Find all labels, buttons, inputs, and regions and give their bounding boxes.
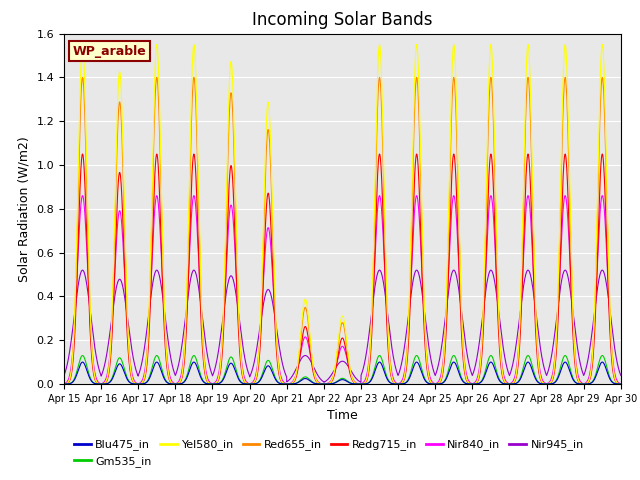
Title: Incoming Solar Bands: Incoming Solar Bands — [252, 11, 433, 29]
X-axis label: Time: Time — [327, 409, 358, 422]
Legend: Blu475_in, Gm535_in, Yel580_in, Red655_in, Redg715_in, Nir840_in, Nir945_in: Blu475_in, Gm535_in, Yel580_in, Red655_i… — [70, 435, 588, 471]
Text: WP_arable: WP_arable — [72, 45, 146, 58]
Y-axis label: Solar Radiation (W/m2): Solar Radiation (W/m2) — [18, 136, 31, 282]
